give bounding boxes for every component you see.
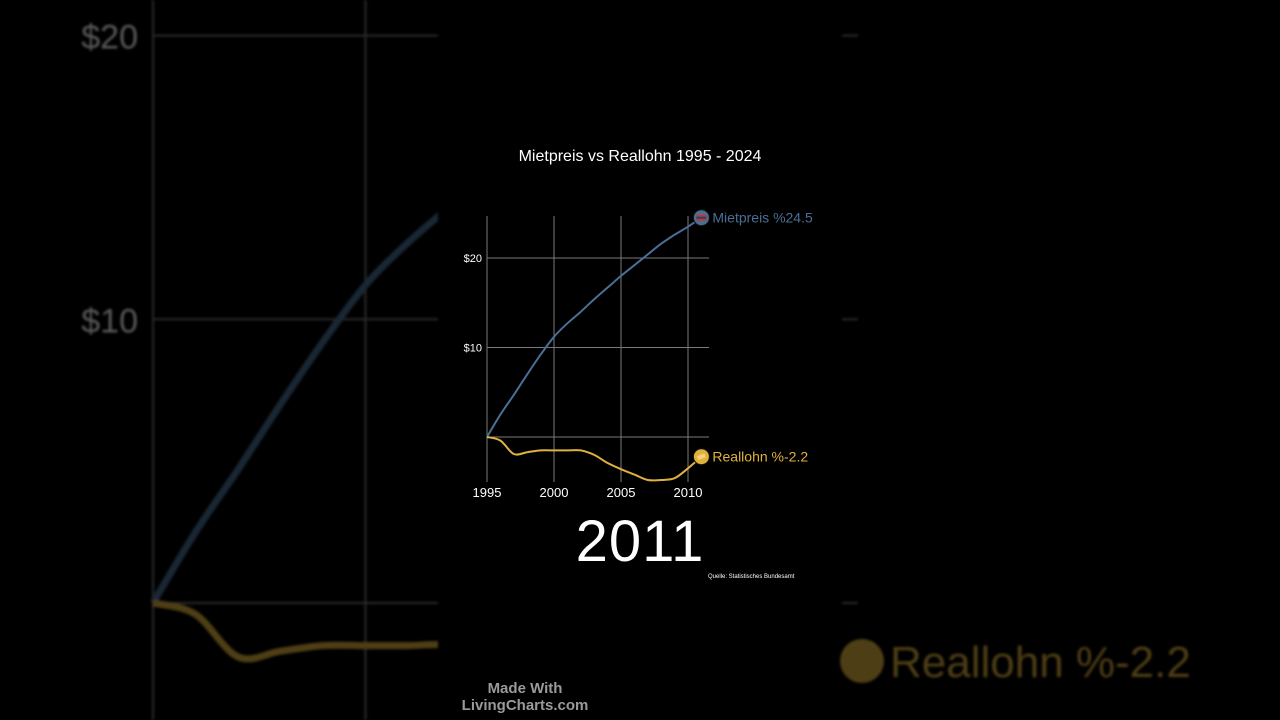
grid	[486, 216, 709, 482]
chart-title: Mietpreis vs Reallohn 1995 - 2024	[518, 148, 762, 165]
bg-coin-icon	[840, 639, 884, 683]
coin-icon	[692, 448, 710, 466]
x-tick-label-2010: 2010	[674, 485, 703, 500]
bg-y-tick-label-10: $10	[81, 302, 138, 340]
end-label-reallohn: Reallohn %-2.2	[712, 449, 808, 465]
background-layer: $10 $20 Reallohn %-2.2	[81, 0, 1191, 720]
series-line-mietpreis	[486, 216, 702, 438]
end-label-mietpreis: Mietpreis %24.5	[712, 210, 813, 226]
bg-series-line-mietpreis	[150, 211, 438, 605]
bg-end-label-reallohn: Reallohn %-2.2	[890, 638, 1191, 687]
background-left	[150, 0, 438, 720]
flag-icon	[692, 209, 710, 227]
flag-band	[696, 216, 707, 219]
bg-series-line-reallohn	[152, 599, 438, 663]
series-line-reallohn	[486, 436, 703, 482]
y-tick-label-10: $10	[464, 343, 482, 355]
bg-y-tick-label-20: $20	[81, 19, 138, 57]
current-year-label: 2011	[575, 509, 705, 574]
watermark-line-2: LivingCharts.com	[461, 697, 589, 714]
coin-bar	[696, 453, 706, 460]
source-note: Quelle: Statistisches Bundesamt	[708, 574, 795, 580]
watermark-line-1: Made With	[487, 680, 563, 697]
x-tick-label-1995: 1995	[473, 485, 502, 500]
x-tick-label-2000: 2000	[540, 485, 569, 500]
x-tick-label-2005: 2005	[607, 485, 636, 500]
y-tick-label-20: $20	[464, 253, 482, 265]
watermark[interactable]: Made With LivingCharts.com	[430, 680, 620, 714]
